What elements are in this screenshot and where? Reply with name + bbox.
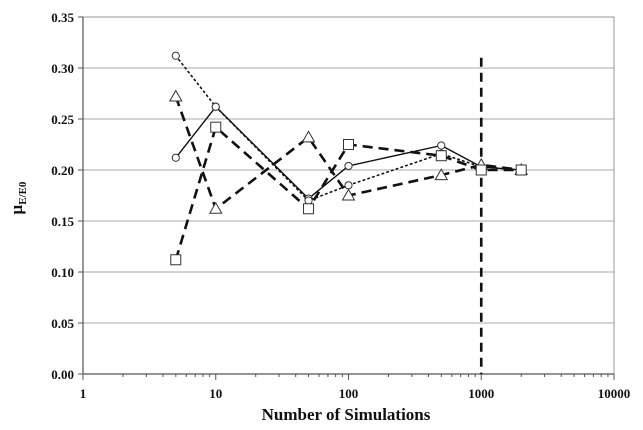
series-4-point xyxy=(343,139,354,150)
series-3-point xyxy=(168,89,183,102)
series-1-point xyxy=(344,161,353,171)
y-tick-label: 0.00 xyxy=(51,367,74,382)
series-lines xyxy=(174,54,523,261)
series-markers xyxy=(168,51,529,266)
x-tick-label: 1000 xyxy=(468,386,494,401)
series-3-point xyxy=(301,130,316,143)
y-tick-label: 0.20 xyxy=(51,163,74,178)
series-1-point xyxy=(437,141,446,150)
y-axis-title: μE/E0 xyxy=(7,181,29,214)
y-tick-label: 0.05 xyxy=(51,316,74,331)
y-tick-label: 0.30 xyxy=(51,61,74,76)
series-2-point xyxy=(344,181,353,190)
series-4-point xyxy=(303,203,315,215)
series-4-point xyxy=(435,150,447,162)
series-2-point xyxy=(171,51,180,60)
series-2-line xyxy=(175,54,523,202)
x-tick-label: 100 xyxy=(339,386,359,401)
series-3-point xyxy=(208,201,223,214)
x-tick-label: 1 xyxy=(80,386,87,401)
series-3-point xyxy=(434,168,449,181)
x-tick-label: 10 xyxy=(209,386,222,401)
y-tick-label: 0.10 xyxy=(51,265,74,280)
series-2-point xyxy=(304,196,313,205)
y-axis-title-main: μ xyxy=(7,204,26,214)
x-tick-label: 10000 xyxy=(598,386,631,401)
series-4-point xyxy=(170,254,182,266)
y-axis-title-subscript: E/E0 xyxy=(17,181,29,205)
tick-labels: 0.00 0.05 0.10 0.15 0.20 0.25 0.30 0.35 1 10 100 10… xyxy=(51,10,630,401)
y-tick-label: 0.15 xyxy=(51,214,74,229)
axes xyxy=(78,16,615,380)
series-2-point xyxy=(211,102,220,111)
series-4-point xyxy=(210,121,222,133)
y-axis-title-group: μE/E0 xyxy=(7,181,29,214)
y-tick-label: 0.25 xyxy=(51,112,74,127)
series-4-point xyxy=(475,164,487,176)
series-4-point xyxy=(515,164,527,176)
series-3-point xyxy=(341,188,356,201)
y-tick-label: 0.35 xyxy=(51,10,74,25)
series-1-point xyxy=(171,153,180,162)
x-axis-title: Number of Simulations xyxy=(262,405,431,424)
